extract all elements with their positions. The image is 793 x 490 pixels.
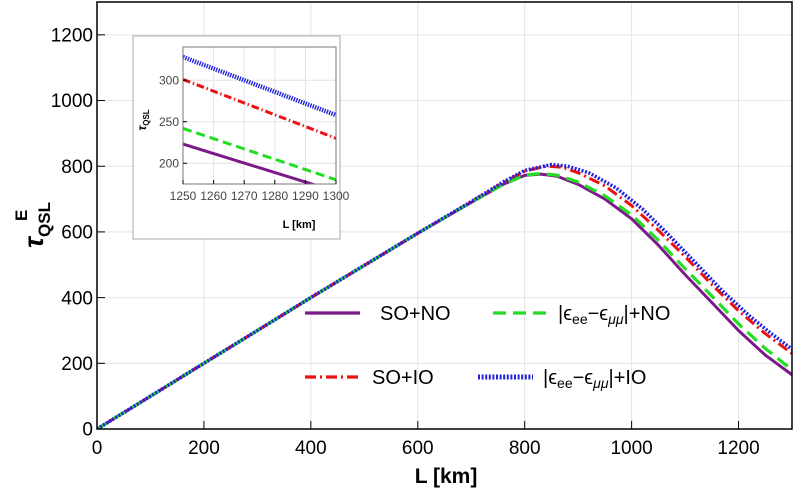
inset-series-line-3 [183, 54, 336, 118]
inset-x-axis-label: L [km] [283, 219, 316, 231]
main-y-tick-label: 800 [61, 157, 93, 178]
inset-x-tick-label: 1250 [170, 189, 197, 203]
main-series [97, 162, 792, 429]
main-x-tick-label: 1000 [610, 438, 652, 459]
inset-series-line-1 [183, 78, 336, 140]
inset-y-tick-label: 250 [159, 115, 179, 129]
main-x-tick-label: 200 [188, 438, 220, 459]
inset-plot-frame [182, 46, 337, 185]
y-axis-label-base: τ [19, 235, 49, 248]
main-x-tick-label: 1200 [717, 438, 759, 459]
main-x-tick-label: 600 [402, 438, 434, 459]
main-series-line-1 [97, 164, 792, 429]
y-axis-label: τQSL E [12, 202, 54, 248]
main-x-tick-label: 0 [92, 438, 103, 459]
main-ticks: 0 200 400 600 800 1000 1200 0 200 400 600 800 1000 12… [51, 25, 760, 459]
inset-x-tick-label: 1260 [200, 189, 227, 203]
inset-background [132, 35, 341, 240]
y-axis-label-sub: QSL [35, 202, 54, 237]
svg-text:τQSL: τQSL [135, 109, 151, 130]
legend-label-3: |ϵee−ϵμμ|+IO [543, 367, 647, 391]
legend-label-1: |ϵee−ϵμμ|+NO [558, 303, 670, 327]
main-y-tick-label: 400 [61, 288, 93, 309]
legend-label-0: SO+NO [380, 303, 451, 325]
legend-label-2: SO+IO [372, 367, 434, 389]
legend: SO+NO |ϵee−ϵμμ|+NO SO+IO |ϵee−ϵμμ|+IO [305, 303, 670, 391]
main-y-tick-label: 200 [61, 354, 93, 375]
inset-y-tick-label: 200 [159, 156, 179, 170]
inset-x-tick-label: 1300 [323, 189, 350, 203]
svg-text:τQSL: τQSL [19, 202, 54, 248]
inset-x-tick-label: 1280 [261, 189, 288, 203]
inset-x-tick-label: 1290 [292, 189, 319, 203]
main-y-tick-label: 0 [82, 420, 93, 441]
main-y-tick-label: 1200 [51, 25, 93, 46]
inset-y-tick-label: 300 [159, 73, 179, 87]
main-y-tick-label: 1000 [51, 91, 93, 112]
inset-y-axis-label-base: τ [135, 125, 149, 131]
inset-y-axis-label: τQSL [135, 109, 151, 130]
inset-x-tick-label: 1270 [231, 189, 258, 203]
main-y-tick-label: 600 [61, 223, 93, 244]
main-x-tick-label: 400 [295, 438, 327, 459]
x-axis-label: L [km] [415, 465, 478, 488]
inset-y-axis-label-sub: QSL [142, 109, 151, 126]
main-x-tick-label: 800 [509, 438, 541, 459]
main-series-line-3 [97, 162, 792, 429]
y-axis-label-sup: E [12, 210, 31, 221]
inset-series-line-2 [183, 126, 336, 182]
main-plot-frame [96, 1, 793, 430]
